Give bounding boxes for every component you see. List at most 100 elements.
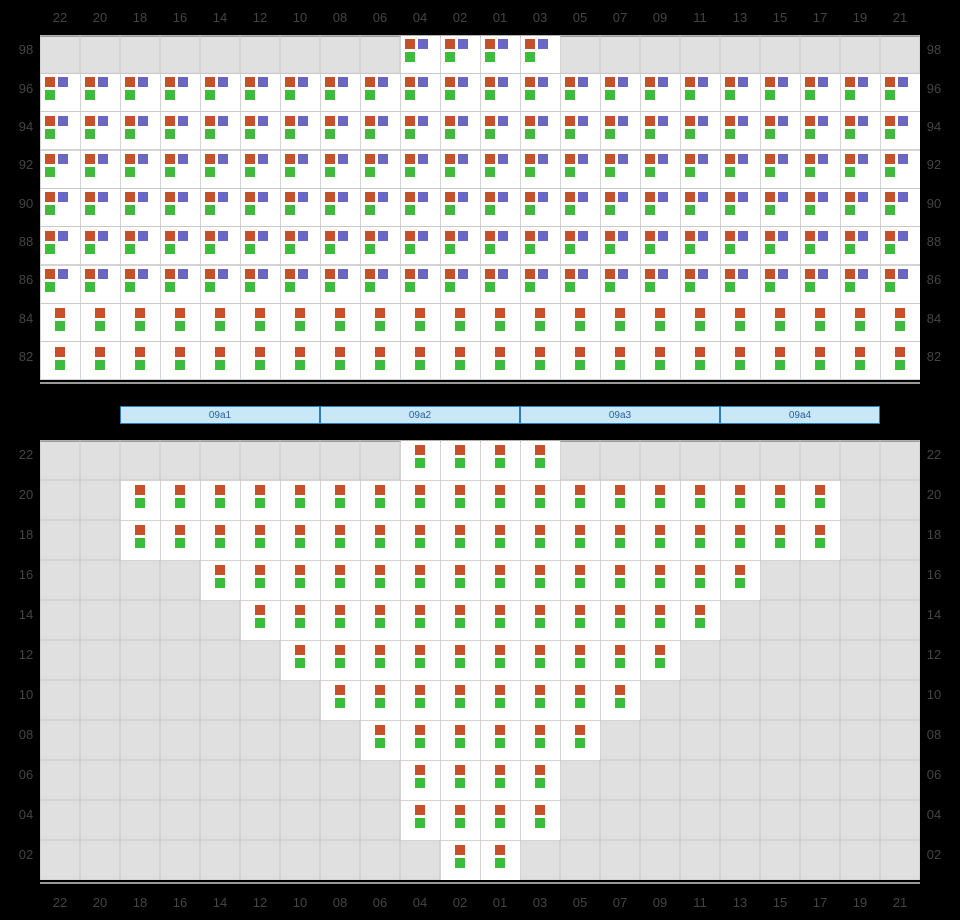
status-square-green bbox=[85, 90, 95, 100]
status-square-green bbox=[645, 167, 655, 177]
status-square-orange bbox=[45, 192, 55, 202]
status-square-orange bbox=[575, 308, 585, 318]
status-square-orange bbox=[405, 192, 415, 202]
row-label: 08 bbox=[922, 727, 946, 742]
row-label: 96 bbox=[922, 81, 946, 96]
status-square-orange bbox=[125, 192, 135, 202]
status-square-green bbox=[805, 129, 815, 139]
status-square-orange bbox=[495, 765, 505, 775]
status-square-green bbox=[615, 498, 625, 508]
status-square-green bbox=[775, 538, 785, 548]
status-square-orange bbox=[605, 231, 615, 241]
status-square-orange bbox=[415, 445, 425, 455]
status-square-purple bbox=[338, 192, 348, 202]
status-square-orange bbox=[405, 116, 415, 126]
zone-bar[interactable]: 09a2 bbox=[320, 406, 520, 424]
status-square-green bbox=[365, 129, 375, 139]
status-square-green bbox=[415, 538, 425, 548]
status-square-orange bbox=[485, 154, 495, 164]
status-square-orange bbox=[525, 192, 535, 202]
status-square-green bbox=[55, 321, 65, 331]
status-square-purple bbox=[178, 231, 188, 241]
status-square-green bbox=[605, 244, 615, 254]
status-square-orange bbox=[215, 485, 225, 495]
row-label: 92 bbox=[922, 157, 946, 172]
status-square-green bbox=[245, 205, 255, 215]
status-square-green bbox=[495, 458, 505, 468]
zone-bar[interactable]: 09a3 bbox=[520, 406, 720, 424]
status-square-purple bbox=[498, 116, 508, 126]
status-square-green bbox=[295, 658, 305, 668]
status-square-orange bbox=[685, 77, 695, 87]
status-square-orange bbox=[845, 269, 855, 279]
status-square-orange bbox=[85, 116, 95, 126]
status-square-orange bbox=[95, 308, 105, 318]
status-square-orange bbox=[485, 231, 495, 241]
status-square-green bbox=[405, 52, 415, 62]
status-square-orange bbox=[455, 347, 465, 357]
col-label: 06 bbox=[368, 895, 392, 910]
status-square-green bbox=[845, 282, 855, 292]
status-square-purple bbox=[658, 77, 668, 87]
status-square-purple bbox=[818, 77, 828, 87]
zone-bar[interactable]: 09a4 bbox=[720, 406, 880, 424]
col-label: 04 bbox=[408, 895, 432, 910]
status-square-orange bbox=[685, 231, 695, 241]
status-square-green bbox=[45, 282, 55, 292]
status-square-green bbox=[335, 498, 345, 508]
status-square-green bbox=[845, 167, 855, 177]
status-square-green bbox=[45, 205, 55, 215]
col-label: 16 bbox=[168, 895, 192, 910]
status-square-purple bbox=[98, 77, 108, 87]
row-label: 92 bbox=[14, 157, 38, 172]
status-square-purple bbox=[538, 77, 548, 87]
status-square-orange bbox=[615, 525, 625, 535]
status-square-orange bbox=[365, 116, 375, 126]
status-square-orange bbox=[175, 347, 185, 357]
status-square-purple bbox=[898, 269, 908, 279]
status-square-orange bbox=[335, 347, 345, 357]
status-square-orange bbox=[415, 485, 425, 495]
zone-label: 09a3 bbox=[609, 410, 631, 421]
status-square-purple bbox=[858, 269, 868, 279]
status-square-green bbox=[375, 321, 385, 331]
status-square-orange bbox=[455, 805, 465, 815]
status-square-orange bbox=[525, 77, 535, 87]
status-square-green bbox=[525, 167, 535, 177]
status-square-orange bbox=[495, 485, 505, 495]
status-square-purple bbox=[58, 116, 68, 126]
status-square-orange bbox=[725, 154, 735, 164]
status-square-orange bbox=[485, 192, 495, 202]
status-square-orange bbox=[695, 565, 705, 575]
status-square-orange bbox=[805, 154, 815, 164]
status-square-purple bbox=[658, 269, 668, 279]
status-square-purple bbox=[418, 154, 428, 164]
zone-bar[interactable]: 09a1 bbox=[120, 406, 320, 424]
status-square-green bbox=[415, 818, 425, 828]
status-square-purple bbox=[738, 231, 748, 241]
status-square-green bbox=[725, 90, 735, 100]
status-square-orange bbox=[695, 485, 705, 495]
status-square-purple bbox=[258, 116, 268, 126]
status-square-green bbox=[805, 90, 815, 100]
status-square-orange bbox=[535, 765, 545, 775]
status-square-orange bbox=[335, 565, 345, 575]
status-square-orange bbox=[885, 77, 895, 87]
status-square-purple bbox=[418, 269, 428, 279]
status-square-green bbox=[415, 458, 425, 468]
status-square-green bbox=[45, 244, 55, 254]
status-square-orange bbox=[725, 116, 735, 126]
status-square-green bbox=[125, 167, 135, 177]
status-square-orange bbox=[325, 154, 335, 164]
status-square-orange bbox=[445, 77, 455, 87]
status-square-purple bbox=[498, 39, 508, 49]
status-square-purple bbox=[178, 192, 188, 202]
status-square-orange bbox=[245, 192, 255, 202]
status-square-green bbox=[415, 698, 425, 708]
status-square-orange bbox=[295, 565, 305, 575]
status-square-orange bbox=[815, 308, 825, 318]
status-square-orange bbox=[815, 347, 825, 357]
status-square-green bbox=[135, 538, 145, 548]
status-square-purple bbox=[578, 231, 588, 241]
status-square-orange bbox=[135, 485, 145, 495]
